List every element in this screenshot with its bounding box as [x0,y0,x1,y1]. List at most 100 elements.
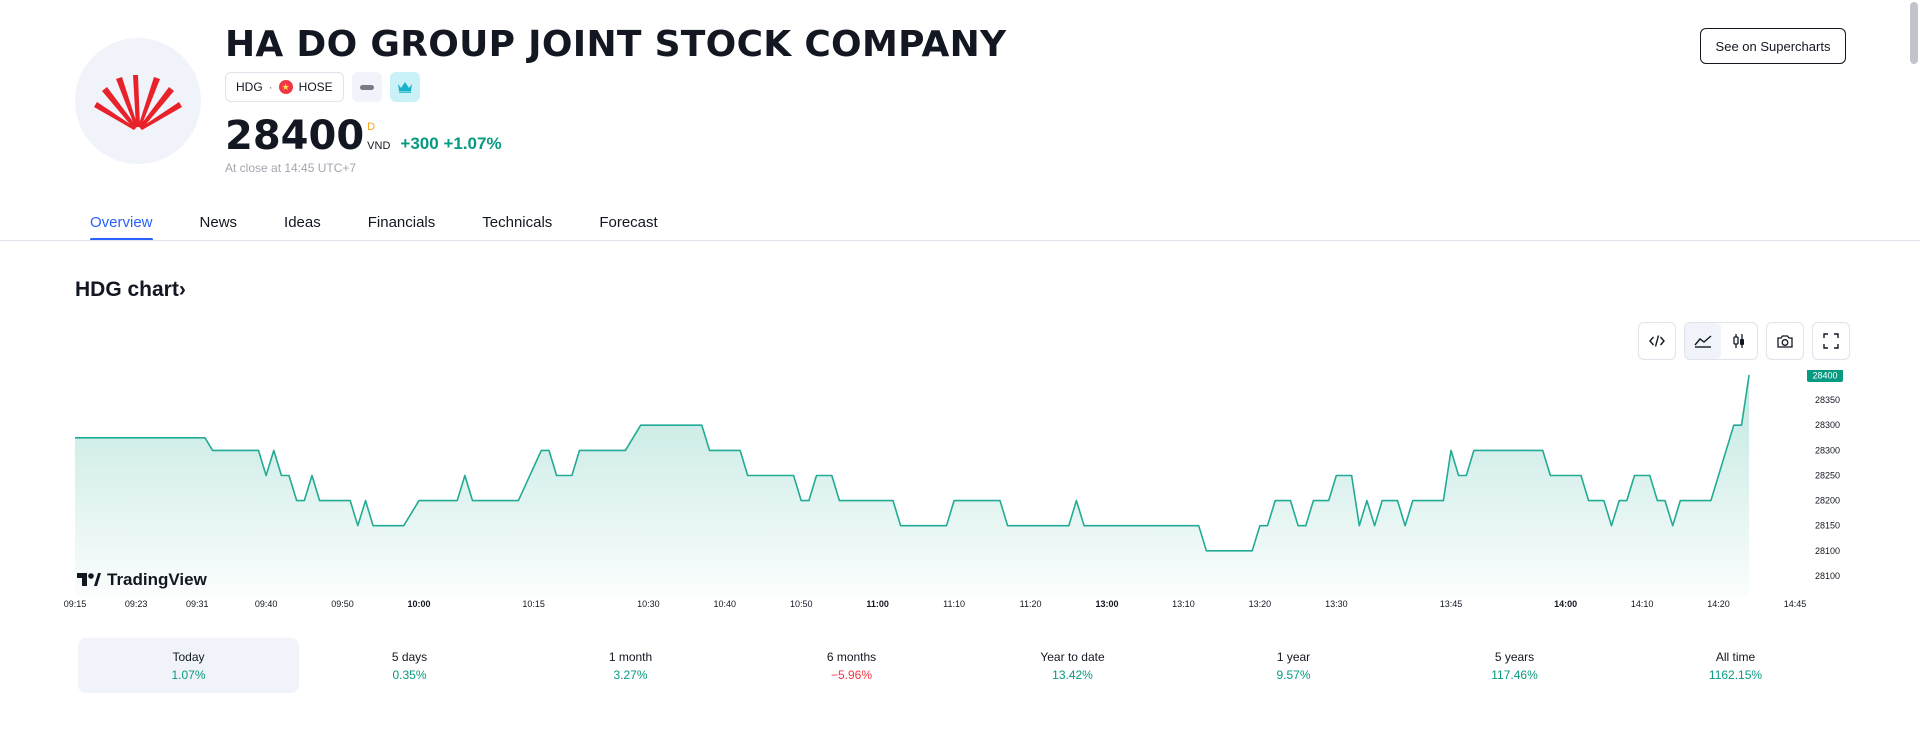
x-tick-label: 13:30 [1325,599,1348,609]
y-tick-label: 28300 [1815,445,1840,455]
price-axis: 28350 28300 28300 28250 28200 28150 28100 28100… [1807,370,1843,581]
chart-heading-text: HDG chart [75,278,179,301]
period-value: 9.57% [1276,667,1311,682]
separator-dot: · [268,80,273,94]
x-tick-label: 10:30 [637,599,660,609]
symbol-exchange-chip[interactable]: HDG · ★ HOSE [225,72,344,102]
embed-code-icon [1649,335,1665,347]
tradingview-logo-icon [77,573,101,586]
symbol-chips: HDG · ★ HOSE [225,72,420,102]
period-value: −5.96% [830,667,873,682]
period-label: 6 months [826,649,877,664]
period-1-year[interactable]: 1 year 9.57% [1183,638,1404,693]
tab-ideas[interactable]: Ideas [284,214,321,231]
chart-toolbar [1638,322,1850,360]
logo-fan-icon [94,75,182,130]
x-tick-label: 10:40 [714,599,737,609]
performance-periods: Today 1.07% 5 days 0.35% 1 month 3.27% 6 mo… [78,638,1846,693]
change-abs: +300 [400,134,439,153]
candles-button[interactable] [1721,323,1757,359]
y-tick-label: 28200 [1815,496,1840,506]
x-tick-label: 13:45 [1440,599,1463,609]
price-units: D VND [367,120,390,155]
period-all-time[interactable]: All time 1162.15% [1625,638,1846,693]
period-value: 0.35% [392,667,427,682]
change-pct: +1.07% [443,134,502,153]
y-tick-label: 28100 [1815,571,1840,581]
delayed-badge[interactable]: D [367,121,376,133]
crown-chip[interactable] [389,72,420,102]
tradingview-logo[interactable]: TradingView [77,570,207,590]
period-6-months[interactable]: 6 months −5.96% [741,638,962,693]
chevron-right-icon: › [178,278,186,301]
x-tick-label: 13:00 [1095,599,1118,609]
brand-name: TradingView [107,570,207,589]
period-value: 117.46% [1491,667,1538,682]
y-tick-label: 28350 [1815,395,1840,405]
last-price-badge [1807,370,1843,383]
embed-code-button[interactable] [1639,323,1675,359]
tabs-divider [0,240,1920,241]
vietnam-flag-icon: ★ [278,80,293,94]
period-5-years[interactable]: 5 years 117.46% [1404,638,1625,693]
x-tick-label: 14:10 [1631,599,1654,609]
y-tick-label: 28150 [1815,521,1840,531]
period-year-to-date[interactable]: Year to date 13.42% [962,638,1183,693]
period-label: 5 years [1494,649,1535,664]
tab-financials[interactable]: Financials [367,214,436,231]
tab-technicals[interactable]: Technicals [482,214,553,231]
x-tick-label: 10:00 [407,599,430,609]
candles-icon [1733,334,1744,348]
period-today[interactable]: Today 1.07% [78,638,299,693]
market-close-note: At close at 14:45 UTC+7 [225,161,357,175]
market-status-chip[interactable] [351,72,382,102]
tab-news[interactable]: News [199,214,238,231]
y-tick-label: 28250 [1815,470,1840,480]
period-5-days[interactable]: 5 days 0.35% [299,638,520,693]
period-label: 1 month [608,649,653,664]
period-value: 1.07% [171,667,206,682]
y-tick-label: 28100 [1815,546,1840,556]
fullscreen-button[interactable] [1813,323,1849,359]
x-tick-label: 09:40 [255,599,278,609]
period-label: Today [172,649,205,664]
price-change: +300 +1.07% [400,134,501,154]
period-label: 1 year [1276,649,1311,664]
period-label: All time [1715,649,1756,664]
y-tick-label: 28300 [1815,420,1840,430]
x-tick-label: 11:20 [1020,599,1042,609]
crown-icon [397,82,412,93]
x-tick-label: 09:15 [64,599,87,609]
fullscreen-icon [1823,333,1839,349]
dash-icon [359,84,374,90]
x-tick-label: 09:31 [186,599,209,609]
price-line [75,374,1750,552]
price-block: 28400 D VND +300 +1.07% [225,114,502,158]
period-value: 3.27% [613,667,648,682]
x-tick-label: 09:23 [125,599,148,609]
tab-overview[interactable]: Overview [90,214,153,241]
last-price: 28400 [225,113,365,159]
x-tick-label: 11:00 [866,599,889,609]
x-tick-label: 14:00 [1554,599,1577,609]
time-axis: 09:15 09:23 09:31 09:40 09:50 10:00 10:15 10:30… [64,599,1807,609]
page-scrollbar[interactable] [1910,2,1918,64]
camera-icon [1777,334,1793,348]
x-tick-label: 14:20 [1707,599,1730,609]
x-tick-label: 14:45 [1784,599,1807,609]
price-chart[interactable]: 28350 28300 28300 28250 28200 28150 28100 28100… [0,370,1920,620]
currency-label: VND [367,139,391,152]
last-price-label: 28400 [1812,371,1837,381]
snapshot-button[interactable] [1767,323,1803,359]
period-value: 1162.15% [1708,667,1763,682]
section-tabs: Overview News Ideas Financials Technical… [90,214,705,241]
see-on-supercharts-button[interactable]: See on Supercharts [1700,28,1846,64]
period-label: 5 days [391,649,428,664]
period-value: 13.42% [1052,667,1093,682]
exchange-label: HOSE [298,80,333,94]
period-1-month[interactable]: 1 month 3.27% [520,638,741,693]
chart-heading-link[interactable]: HDG chart› [75,278,186,302]
x-tick-label: 11:10 [943,599,965,609]
tab-forecast[interactable]: Forecast [599,214,658,231]
area-chart-button[interactable] [1685,323,1721,359]
